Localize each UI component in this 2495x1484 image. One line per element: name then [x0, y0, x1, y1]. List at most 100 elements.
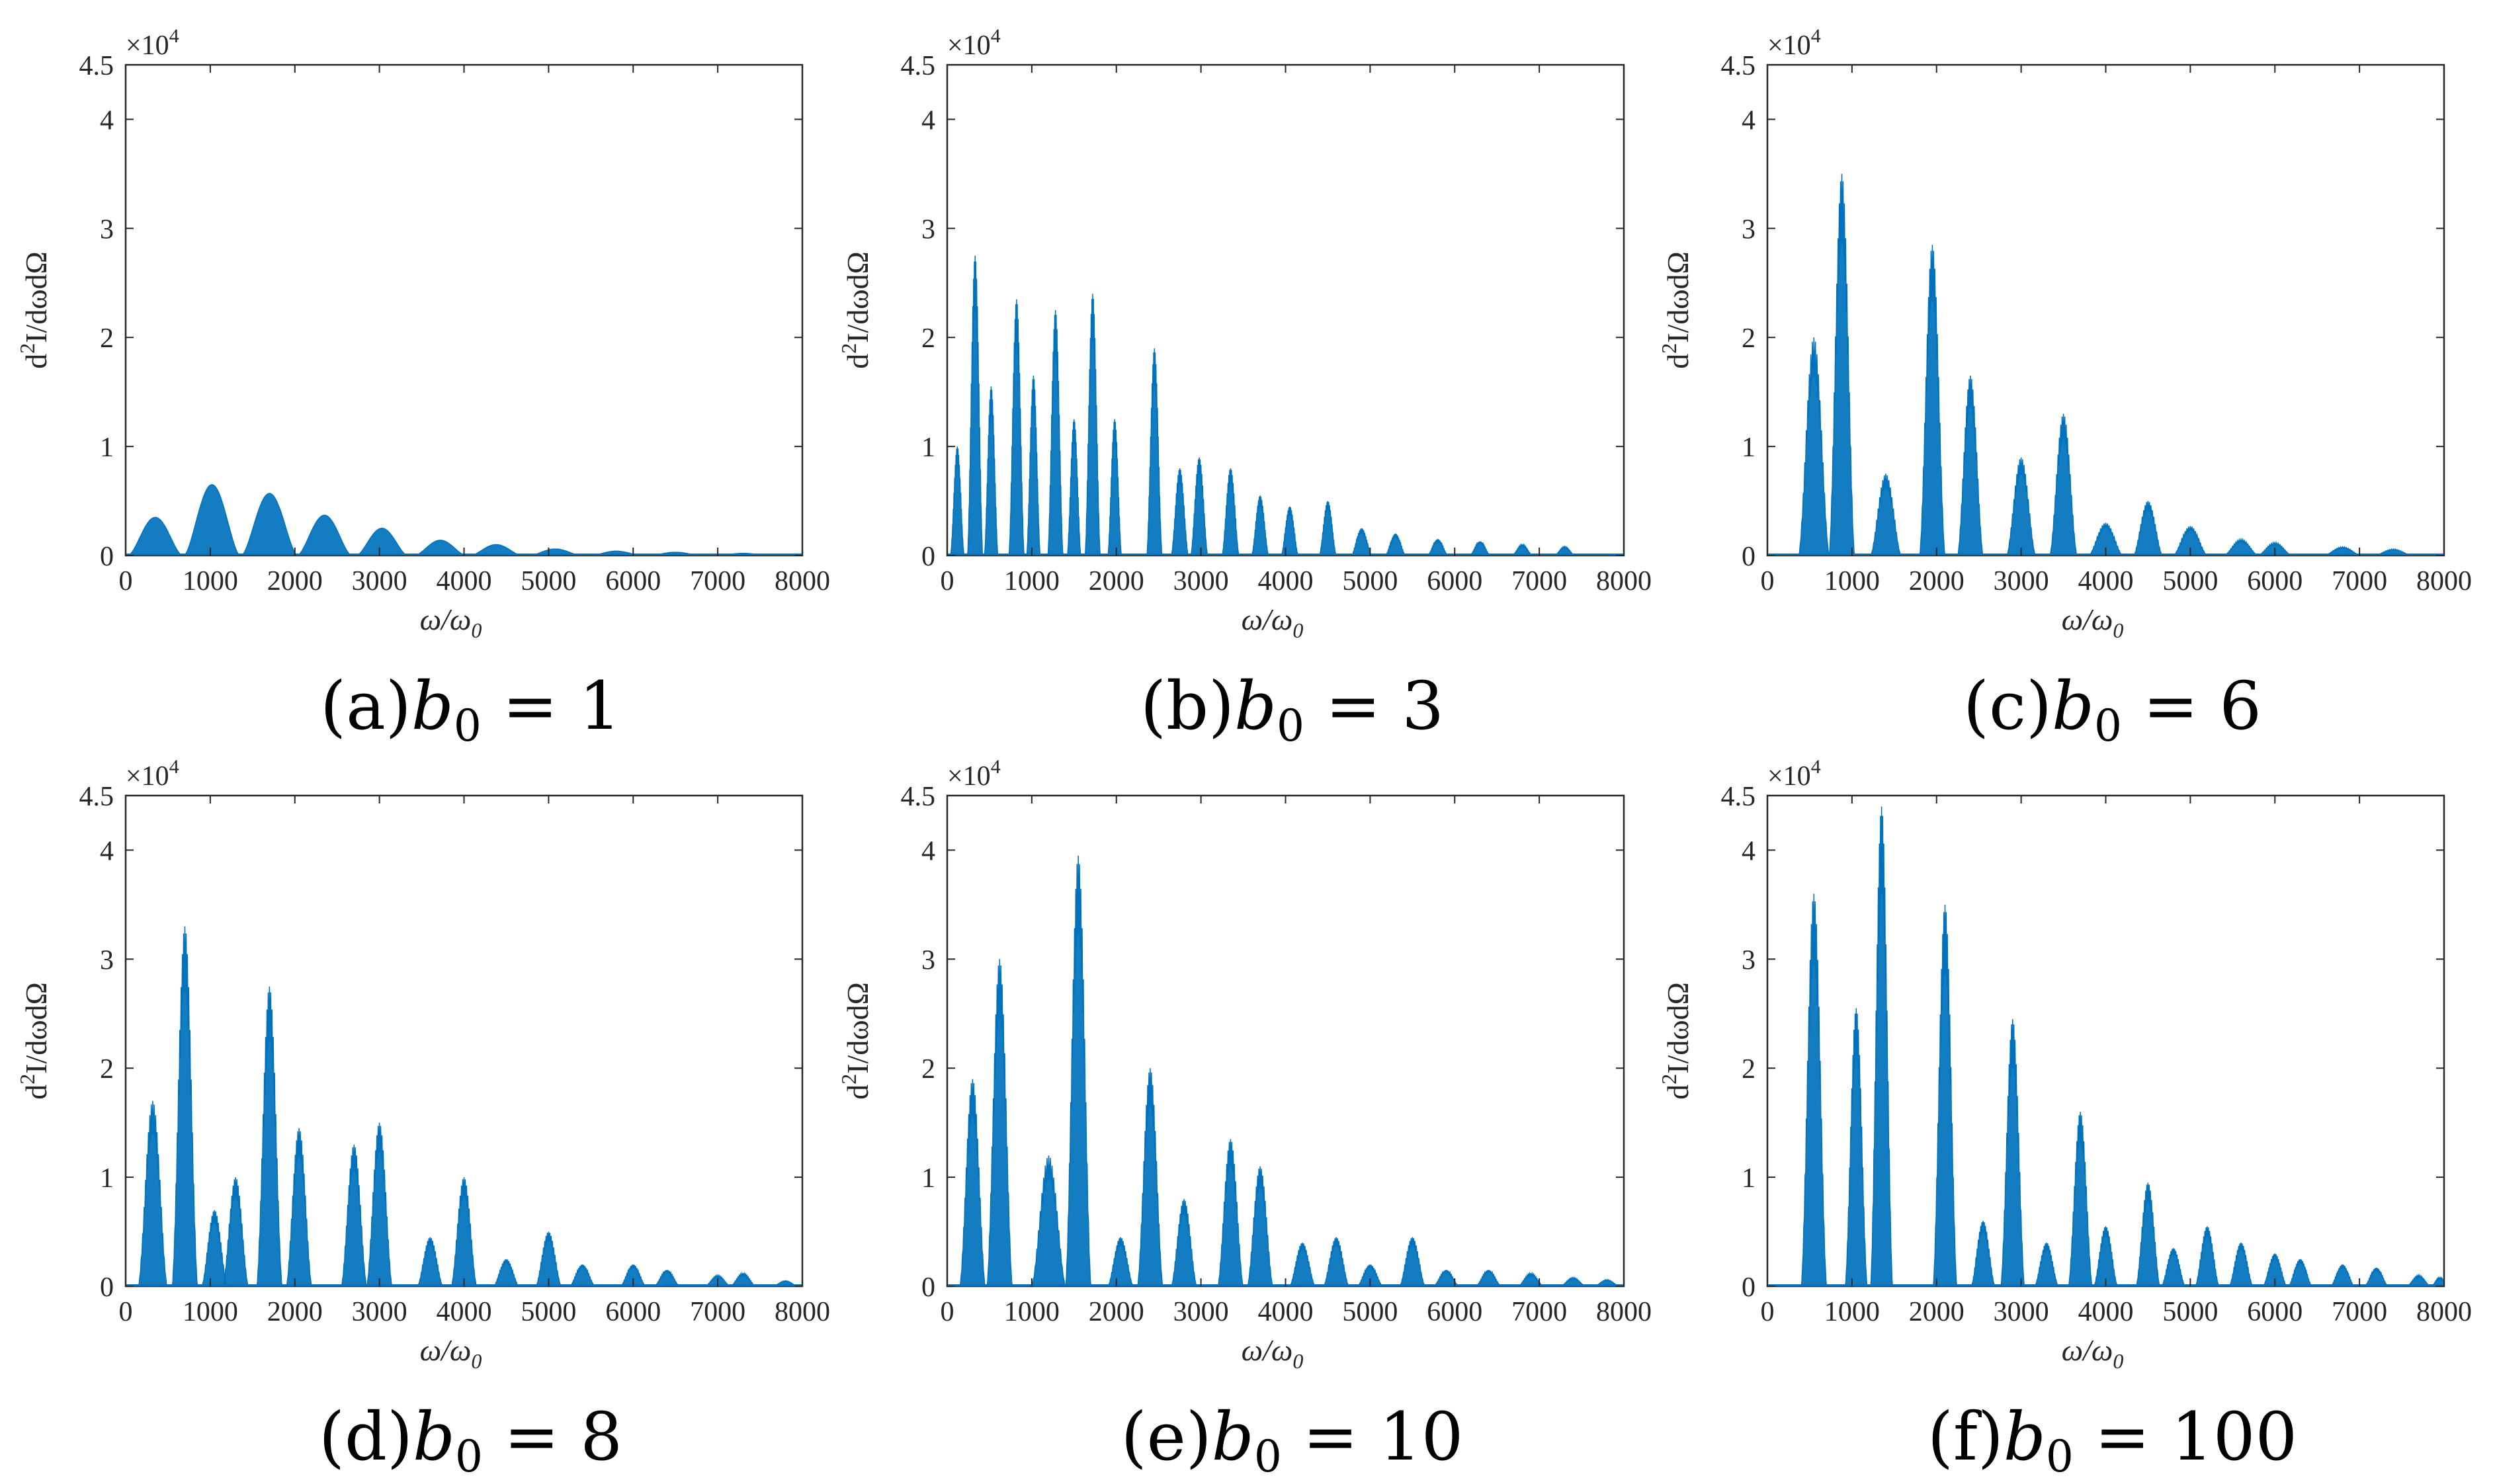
- panel-caption: (d)b0 = 8: [319, 1398, 622, 1482]
- data-peak: [1798, 337, 1830, 556]
- y-tick-label: 3: [1742, 214, 1755, 245]
- chart-panel-c: 0 1000 2000 3000 4000 5000 6000 7000 8000 0 1 2 3 4 4.…: [1657, 25, 2472, 751]
- y-axis-label: d2I/dωdΩ: [837, 982, 874, 1100]
- y-label-rest: I/dωdΩ: [1661, 982, 1695, 1074]
- data-series: [947, 255, 1624, 556]
- data-peak: [2262, 1253, 2288, 1286]
- y-exponent-label: ×104: [1767, 756, 1821, 792]
- x-label-main: ω/ω: [420, 602, 472, 636]
- data-peak: [535, 1231, 562, 1286]
- y-tick-label: 4: [1742, 105, 1755, 136]
- x-tick-label: 7000: [2332, 1297, 2387, 1327]
- x-tick-label: 1000: [1004, 566, 1060, 597]
- data-peak: [1171, 468, 1189, 556]
- data-peak: [2324, 546, 2361, 556]
- x-tick-label: 6000: [1427, 1297, 1482, 1327]
- caption-var: b: [413, 1398, 455, 1475]
- x-label-main: ω/ω: [1242, 1333, 1293, 1367]
- data-peak: [950, 446, 965, 556]
- data-peak: [1146, 348, 1163, 556]
- data-series: [1767, 806, 2444, 1286]
- caption-sub: 0: [1254, 1431, 1282, 1482]
- data-peak: [619, 1264, 647, 1286]
- x-tick-label: 2000: [267, 566, 323, 597]
- y-label-base: d: [19, 354, 53, 369]
- data-peak: [201, 1210, 228, 1286]
- x-tick-label: 8000: [1596, 566, 1652, 597]
- data-peak: [1800, 893, 1828, 1286]
- y-tick-label: 4.5: [1721, 782, 1756, 812]
- x-tick-label: 3000: [352, 566, 407, 597]
- caption-prefix: (f): [1927, 1398, 2004, 1475]
- y-exponent-label: ×104: [947, 25, 1001, 61]
- x-tick-label: 2000: [1909, 566, 1965, 597]
- x-tick-label: 6000: [2247, 566, 2303, 597]
- y-axis-label: d2I/dωdΩ: [15, 251, 53, 369]
- data-peak: [959, 1079, 986, 1286]
- x-axis-label: ω/ω0: [2062, 602, 2124, 642]
- x-label-sub: 0: [2113, 1349, 2123, 1373]
- data-peak: [1350, 528, 1373, 556]
- data-peak: [1828, 173, 1855, 556]
- chart-panel-a: 0 1000 2000 3000 4000 5000 6000 7000 8000 0 1 2 3 4 4.…: [15, 25, 830, 751]
- x-tick-label: 0: [941, 1297, 954, 1327]
- x-tick-label: 7000: [690, 566, 745, 597]
- panel-caption: (e)b0 = 10: [1121, 1398, 1464, 1482]
- data-peak: [1066, 419, 1081, 556]
- y-tick-label: 3: [921, 214, 935, 245]
- caption-prefix: (c): [1963, 667, 2052, 745]
- data-peak: [2034, 1242, 2059, 1286]
- data-peak: [2133, 501, 2164, 556]
- caption-prefix: (d): [319, 1398, 413, 1475]
- data-peak: [286, 1128, 313, 1286]
- x-tick-label: 0: [119, 566, 133, 597]
- y-tick-label: 2: [100, 323, 114, 354]
- caption-sub: 0: [455, 1431, 483, 1482]
- y-tick-label: 3: [100, 214, 114, 245]
- y-exponent-label: ×104: [126, 25, 179, 61]
- data-peak: [240, 493, 298, 556]
- caption-var: b: [2052, 667, 2094, 745]
- y-label-sup: 2: [15, 1074, 39, 1085]
- data-peak: [1560, 1276, 1586, 1286]
- data-peak: [1844, 1008, 1868, 1286]
- data-peak: [2287, 1258, 2313, 1286]
- data-peak: [730, 1271, 756, 1286]
- y-tick-label: 4.5: [1721, 51, 1756, 81]
- data-peak: [1384, 533, 1407, 556]
- x-tick-label: 2000: [1909, 1297, 1965, 1327]
- data-peak: [366, 1122, 393, 1286]
- data-peak: [417, 1237, 444, 1286]
- exponent-sup: 4: [169, 756, 179, 778]
- x-tick-label: 5000: [2162, 1297, 2218, 1327]
- x-tick-label: 5000: [1342, 1297, 1398, 1327]
- x-tick-label: 7000: [1511, 566, 1567, 597]
- caption-prefix: (e): [1121, 1398, 1212, 1475]
- caption-var: b: [1212, 1398, 1254, 1475]
- x-tick-label: 0: [1761, 566, 1775, 597]
- data-peak: [1919, 245, 1946, 556]
- chart-panel-e: 0 1000 2000 3000 4000 5000 6000 7000 8000 0 1 2 3 4 4.…: [837, 756, 1652, 1482]
- data-peak: [2330, 1264, 2356, 1286]
- y-tick-label: 0: [921, 542, 935, 572]
- data-series: [126, 484, 802, 556]
- y-tick-label: 0: [921, 1272, 935, 1303]
- exponent-base: ×10: [1767, 761, 1811, 792]
- x-label-main: ω/ω: [420, 1333, 472, 1367]
- data-peak: [2000, 1018, 2025, 1286]
- data-peak: [1281, 506, 1299, 556]
- data-peak: [1171, 1199, 1198, 1286]
- caption-var: b: [411, 667, 454, 745]
- x-tick-label: 4000: [437, 566, 492, 597]
- data-peak: [1221, 468, 1240, 556]
- y-tick-label: 4: [921, 105, 935, 136]
- x-label-sub: 0: [1292, 618, 1303, 642]
- caption-var: b: [1234, 667, 1277, 745]
- data-peak: [2088, 522, 2123, 556]
- x-label-sub: 0: [471, 618, 482, 642]
- y-tick-label: 1: [921, 433, 935, 463]
- data-peak: [171, 926, 198, 1286]
- x-tick-label: 8000: [1596, 1297, 1652, 1327]
- x-tick-label: 2000: [1089, 566, 1144, 597]
- y-tick-label: 4.5: [79, 782, 114, 812]
